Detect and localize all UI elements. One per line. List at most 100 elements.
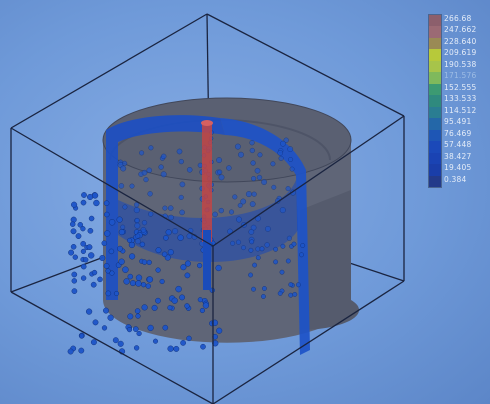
legend-color-bar [428, 14, 442, 188]
particle [107, 314, 114, 321]
color-legend: 266.68 247.662 228.640 209.619 190.538 171.57… [426, 10, 490, 190]
legend-swatch [429, 164, 441, 177]
particle [117, 340, 124, 347]
particle [133, 202, 140, 208]
particle [287, 146, 294, 153]
particle [80, 240, 87, 247]
particle [88, 215, 95, 222]
particle [257, 152, 263, 158]
legend-swatch [429, 95, 441, 108]
particle [69, 221, 76, 227]
bounding-box-front [10, 115, 405, 404]
particle [123, 278, 130, 285]
particle [178, 194, 184, 200]
particle [108, 219, 116, 226]
particle [216, 157, 223, 164]
particle [186, 166, 193, 173]
particle [300, 243, 306, 248]
particle [105, 290, 112, 297]
particle [273, 246, 279, 252]
particle [101, 325, 108, 331]
particle [162, 205, 168, 211]
particle [176, 148, 183, 155]
particle [91, 269, 98, 276]
particle [179, 181, 186, 188]
particle [155, 267, 161, 273]
particle [121, 160, 128, 167]
particle [78, 333, 85, 339]
particle [113, 290, 120, 297]
particle [159, 278, 165, 285]
rotor-shaft [201, 120, 213, 290]
particle [250, 224, 257, 231]
fluid-right-band [220, 118, 310, 355]
particle [261, 179, 268, 186]
particle [251, 286, 256, 292]
legend-swatch [429, 175, 441, 188]
legend-swatch [429, 37, 441, 50]
particle [255, 255, 261, 261]
particle [259, 246, 265, 252]
particle [199, 307, 205, 314]
particle [180, 340, 186, 346]
legend-label: 0.384 [444, 174, 467, 184]
particle [140, 226, 147, 233]
particle [99, 254, 106, 262]
particle [120, 224, 126, 230]
legend-swatch [429, 72, 441, 85]
particle [146, 259, 152, 266]
particle [196, 262, 203, 269]
shaft-body [202, 122, 212, 242]
particle [139, 241, 146, 248]
particle [172, 228, 179, 235]
particle [295, 282, 301, 288]
particle [237, 202, 243, 208]
particle [184, 260, 191, 267]
particle [108, 248, 115, 255]
particle [250, 160, 256, 166]
particle [167, 345, 174, 352]
particle [251, 191, 257, 197]
particle [161, 251, 168, 258]
particle [299, 252, 304, 258]
legend-label: 247.662 [444, 25, 477, 35]
particle [141, 220, 148, 226]
particle [165, 229, 172, 236]
particle [122, 266, 129, 273]
particle [133, 345, 140, 351]
particle [93, 199, 100, 207]
particle [105, 268, 111, 274]
legend-label: 152.555 [444, 82, 477, 92]
3d-viewport[interactable] [0, 0, 420, 404]
particle [112, 337, 119, 344]
particle [129, 280, 136, 287]
particle [236, 216, 242, 223]
particle [71, 271, 78, 278]
legend-label: 190.538 [444, 59, 477, 69]
fluid-left-band [106, 115, 225, 300]
particle [126, 326, 133, 333]
particle [136, 330, 142, 337]
legend-label: 95.491 [444, 117, 472, 127]
particle [197, 297, 203, 303]
particle [200, 343, 206, 350]
particle [184, 272, 191, 279]
particle [80, 199, 87, 206]
legend-label: 38.427 [444, 151, 472, 161]
particle [286, 235, 292, 241]
particle [70, 243, 77, 250]
particle [277, 150, 284, 156]
legend-swatch [429, 118, 441, 131]
particle [72, 254, 78, 260]
particle [280, 140, 286, 147]
particle [249, 201, 256, 208]
legend-swatch [429, 49, 441, 62]
particle [128, 241, 136, 249]
particle [145, 283, 152, 289]
particle [171, 297, 178, 304]
particle [134, 308, 141, 314]
particle [288, 282, 294, 288]
particle [118, 183, 125, 189]
particle [117, 245, 123, 252]
particle [238, 151, 244, 158]
